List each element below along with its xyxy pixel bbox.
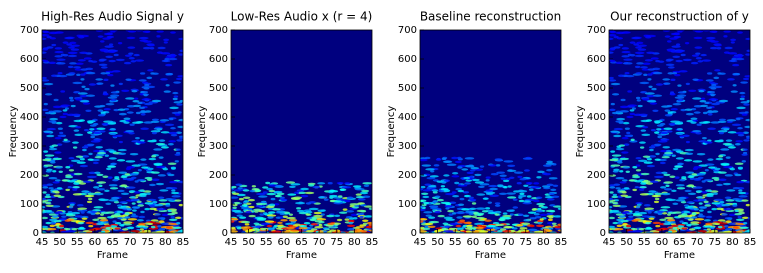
y-tick-label: 100 xyxy=(398,199,417,210)
x-tick-label: 80 xyxy=(726,237,739,248)
x-tick-label: 85 xyxy=(177,237,190,248)
y-tick-label: 300 xyxy=(20,141,39,152)
x-tick-label: 60 xyxy=(278,237,291,248)
x-tick-label: 70 xyxy=(313,237,326,248)
x-tick-label: 85 xyxy=(555,237,568,248)
y-tick-label: 400 xyxy=(209,112,228,123)
y-tick-label: 500 xyxy=(20,83,39,94)
x-tick-label: 80 xyxy=(159,237,172,248)
x-axis-label: Frame xyxy=(475,250,506,261)
x-tick-label: 70 xyxy=(502,237,515,248)
x-tick-label: 65 xyxy=(106,237,119,248)
x-tick-label: 75 xyxy=(141,237,154,248)
x-tick-label: 75 xyxy=(330,237,343,248)
y-tick-label: 600 xyxy=(209,54,228,65)
y-tick-label: 400 xyxy=(587,112,606,123)
chart-title: High-Res Audio Signal y xyxy=(41,10,184,24)
y-tick-label: 700 xyxy=(398,25,417,36)
spectrogram-texture xyxy=(42,30,183,233)
x-tick-label: 70 xyxy=(691,237,704,248)
x-tick-label: 80 xyxy=(348,237,361,248)
y-tick-label: 600 xyxy=(398,54,417,65)
x-tick-label: 45 xyxy=(414,237,427,248)
y-axis-label: Frequency xyxy=(575,106,586,158)
x-tick-label: 50 xyxy=(620,237,633,248)
y-tick-label: 700 xyxy=(20,25,39,36)
y-axis-label: Frequency xyxy=(197,106,208,158)
x-tick-label: 50 xyxy=(53,237,66,248)
y-tick-label: 100 xyxy=(20,199,39,210)
y-tick-label: 400 xyxy=(398,112,417,123)
x-tick-label: 75 xyxy=(708,237,721,248)
y-tick-label: 0 xyxy=(222,228,228,239)
y-tick-label: 0 xyxy=(600,228,606,239)
y-tick-label: 500 xyxy=(587,83,606,94)
x-tick-label: 55 xyxy=(449,237,462,248)
x-tick-label: 80 xyxy=(537,237,550,248)
x-tick-label: 65 xyxy=(673,237,686,248)
x-tick-label: 55 xyxy=(260,237,273,248)
chart-title: Baseline reconstruction xyxy=(420,10,561,24)
y-tick-label: 600 xyxy=(20,54,39,65)
y-tick-label: 200 xyxy=(209,170,228,181)
x-tick-label: 55 xyxy=(71,237,84,248)
y-tick-label: 400 xyxy=(20,112,39,123)
x-axis-label: Frame xyxy=(664,250,695,261)
y-tick-label: 300 xyxy=(587,141,606,152)
y-tick-label: 100 xyxy=(587,199,606,210)
x-tick-label: 85 xyxy=(366,237,379,248)
x-tick-label: 50 xyxy=(431,237,444,248)
y-tick-label: 500 xyxy=(209,83,228,94)
y-tick-label: 700 xyxy=(209,25,228,36)
y-axis-label: Frequency xyxy=(386,106,397,158)
y-tick-label: 300 xyxy=(398,141,417,152)
y-tick-label: 0 xyxy=(33,228,39,239)
y-tick-label: 0 xyxy=(411,228,417,239)
y-tick-label: 500 xyxy=(398,83,417,94)
x-tick-label: 65 xyxy=(295,237,308,248)
spectrogram-texture xyxy=(231,181,372,233)
y-tick-label: 200 xyxy=(398,170,417,181)
chart-title: Our reconstruction of y xyxy=(610,10,749,24)
x-tick-label: 60 xyxy=(89,237,102,248)
y-axis-label: Frequency xyxy=(8,106,19,158)
y-tick-label: 200 xyxy=(587,170,606,181)
x-tick-label: 45 xyxy=(225,237,238,248)
x-tick-label: 50 xyxy=(242,237,255,248)
chart-title: Low-Res Audio x (r = 4) xyxy=(231,10,373,24)
x-axis-label: Frame xyxy=(97,250,128,261)
x-tick-label: 65 xyxy=(484,237,497,248)
x-axis-label: Frame xyxy=(286,250,317,261)
x-tick-label: 60 xyxy=(656,237,669,248)
x-tick-label: 55 xyxy=(638,237,651,248)
y-tick-label: 600 xyxy=(587,54,606,65)
x-tick-label: 45 xyxy=(603,237,616,248)
x-tick-label: 45 xyxy=(36,237,49,248)
x-tick-label: 70 xyxy=(124,237,137,248)
y-tick-label: 100 xyxy=(209,199,228,210)
x-tick-label: 75 xyxy=(519,237,532,248)
x-tick-label: 60 xyxy=(467,237,480,248)
spectrogram-texture xyxy=(609,30,750,233)
y-tick-label: 300 xyxy=(209,141,228,152)
x-tick-label: 85 xyxy=(744,237,757,248)
y-tick-label: 700 xyxy=(587,25,606,36)
y-tick-label: 200 xyxy=(20,170,39,181)
